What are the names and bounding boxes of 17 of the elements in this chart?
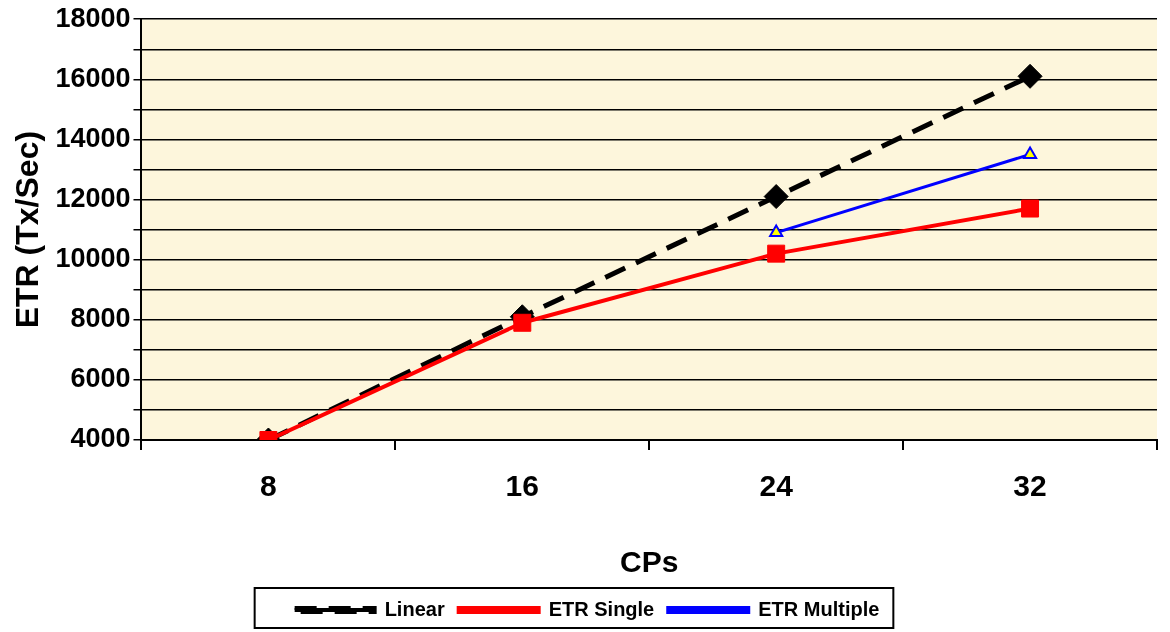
x-tick-label: 24 bbox=[759, 469, 794, 503]
legend-label: ETR Multiple bbox=[758, 597, 880, 620]
y-tick-label: 10000 bbox=[55, 243, 131, 274]
x-axis-title: CPs bbox=[620, 545, 679, 579]
y-tick-label: 8000 bbox=[70, 303, 131, 334]
y-tick-label: 4000 bbox=[70, 423, 131, 454]
legend-label: ETR Single bbox=[548, 597, 655, 620]
y-axis-title: ETR (Tx/Sec) bbox=[9, 130, 46, 329]
x-tick-label: 32 bbox=[1013, 469, 1047, 503]
x-tick-label: 16 bbox=[505, 469, 539, 503]
y-tick-label: 12000 bbox=[55, 183, 131, 213]
x-tick-label: 8 bbox=[260, 469, 277, 503]
y-tick-label: 18000 bbox=[55, 2, 131, 33]
y-tick-label: 6000 bbox=[70, 363, 131, 394]
legend-label: Linear bbox=[384, 597, 445, 620]
y-tick-label: 16000 bbox=[55, 62, 131, 93]
y-tick-label: 14000 bbox=[55, 122, 131, 153]
